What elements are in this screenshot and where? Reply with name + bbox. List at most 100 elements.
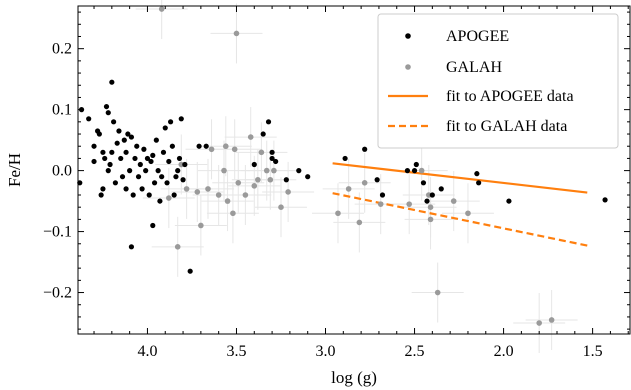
galah-point [205, 186, 211, 192]
apogee-point [429, 192, 435, 198]
galah-point [242, 192, 249, 198]
apogee-point [362, 146, 368, 152]
apogee-point [153, 137, 159, 143]
apogee-point [173, 174, 179, 180]
apogee-point [109, 79, 115, 85]
apogee-point [283, 177, 289, 183]
galah-point [247, 134, 254, 140]
apogee-point [112, 180, 118, 186]
apogee-point [167, 119, 174, 125]
apogee-point [119, 174, 126, 180]
apogee-point [159, 174, 165, 180]
legend-label: GALAH [446, 59, 502, 76]
plot-frame [77, 5, 631, 335]
y-tick-label: 0.0 [52, 163, 72, 180]
apogee-point [169, 143, 175, 149]
galah-point [434, 289, 441, 296]
apogee-point [128, 134, 135, 140]
galah-point [406, 201, 413, 207]
legend-entry: fit to GALAH data [388, 118, 567, 135]
apogee-point [107, 161, 113, 168]
galah-point [345, 186, 352, 192]
galah-point [271, 167, 277, 174]
galah-point [465, 210, 471, 217]
galah-point [158, 6, 165, 12]
galah-point [278, 204, 284, 210]
apogee-point [98, 192, 104, 198]
apogee-point [602, 197, 608, 203]
apogee-point [474, 171, 480, 177]
apogee-point [342, 155, 348, 162]
apogee-point [265, 119, 272, 125]
apogee-point [103, 103, 110, 110]
galah-point [230, 210, 236, 217]
apogee-point [148, 158, 154, 165]
apogee-point [305, 174, 311, 180]
apogee-point [123, 149, 129, 155]
x-tick-label: 1.5 [583, 343, 603, 360]
apogee-point [413, 161, 419, 168]
fit-lines-layer [332, 162, 588, 247]
legend-entry: fit to APOGEE data [388, 88, 574, 105]
apogee-point [100, 186, 106, 192]
y-tick-label: 0.2 [52, 41, 72, 58]
galah-point [267, 176, 274, 183]
apogee-point [269, 149, 275, 155]
galah-point [258, 149, 265, 156]
apogee-point [139, 186, 145, 192]
apogee-point [374, 177, 380, 183]
apogee-point [96, 131, 102, 137]
ticks-layer: 4.0 3.5 3.0 2.5 2.0 1.5 0.2 0.1 0.0 −0.1 −0.2 [43, 6, 630, 360]
apogee-point [130, 192, 136, 198]
apogee-point [111, 119, 117, 125]
galah-point [548, 317, 555, 323]
apogee-point [420, 180, 427, 186]
apogee-point [132, 155, 138, 162]
x-tick-label: 2.0 [494, 343, 514, 360]
x-tick-label: 2.5 [405, 343, 425, 360]
x-axis-title: log (g) [331, 368, 377, 387]
galah-point [418, 167, 425, 174]
galah-point [194, 189, 201, 195]
apogee-point [506, 198, 512, 204]
apogee-point [150, 152, 156, 158]
galah-point [208, 146, 215, 153]
apogee-point [424, 198, 430, 204]
x-tick-label: 3.5 [226, 343, 246, 360]
galah-point [198, 222, 204, 229]
legend-label: fit to APOGEE data [446, 88, 574, 105]
apogee-point [203, 143, 209, 149]
galah-point [255, 176, 261, 183]
apogee-point [164, 180, 170, 186]
legend-box [377, 13, 619, 149]
apogee-point [144, 155, 151, 162]
galah-point [377, 201, 384, 207]
apogee-point [146, 192, 152, 198]
apogee-point [118, 155, 124, 162]
galah-point [174, 244, 181, 250]
apogee-point [100, 149, 106, 155]
apogee-point [141, 146, 147, 152]
galah-point [536, 320, 542, 326]
apogee-point [296, 168, 302, 174]
apogee-point [476, 180, 482, 186]
x-tick-label: 3.0 [316, 343, 336, 360]
apogee-point [116, 128, 122, 134]
apogee-point [121, 137, 127, 143]
legend: APOGEE GALAH fit to APOGEE data fit to GALA… [377, 13, 619, 149]
legend-entry: GALAH [405, 59, 502, 76]
apogee-point [411, 168, 418, 174]
galah-point [222, 143, 229, 150]
apogee-point [105, 168, 111, 174]
apogee-point [155, 168, 161, 174]
galah-point [356, 219, 363, 226]
apogee-point [379, 192, 386, 198]
apogee-point [143, 168, 149, 174]
apogee-point [151, 180, 158, 186]
fit-apogee-line [332, 162, 588, 194]
apogee-point [105, 110, 111, 116]
y-axis-title: Fe/H [5, 153, 24, 187]
galah-point [215, 192, 222, 198]
x-tick-label: 4.0 [137, 343, 157, 360]
